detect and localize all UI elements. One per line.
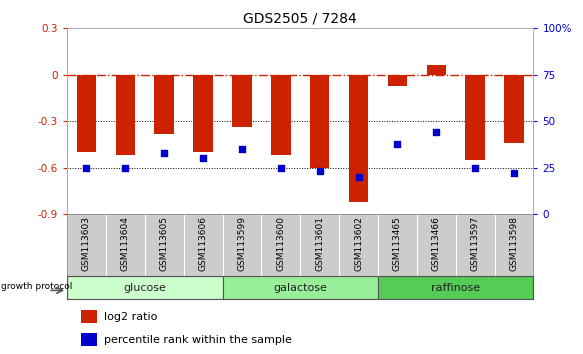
- Text: GSM113604: GSM113604: [121, 216, 130, 271]
- Text: GSM113601: GSM113601: [315, 216, 324, 271]
- Text: GSM113598: GSM113598: [510, 216, 518, 271]
- Bar: [378, 276, 533, 299]
- Bar: [271, 75, 290, 155]
- Text: GSM113602: GSM113602: [354, 216, 363, 271]
- Text: growth protocol: growth protocol: [1, 282, 73, 291]
- Bar: [67, 276, 223, 299]
- Point: [198, 156, 208, 161]
- Text: galactose: galactose: [273, 282, 327, 293]
- Text: GSM113606: GSM113606: [199, 216, 208, 271]
- Point: [510, 171, 519, 176]
- Text: GSM113600: GSM113600: [276, 216, 285, 271]
- Point: [237, 146, 247, 152]
- Bar: [81, 333, 97, 346]
- Text: glucose: glucose: [124, 282, 166, 293]
- Bar: [223, 276, 378, 299]
- Title: GDS2505 / 7284: GDS2505 / 7284: [243, 12, 357, 26]
- Bar: [81, 310, 97, 323]
- Bar: [115, 75, 135, 155]
- Point: [354, 174, 363, 180]
- Point: [431, 130, 441, 135]
- Bar: [77, 75, 96, 152]
- Bar: [194, 75, 213, 152]
- Text: GSM113605: GSM113605: [160, 216, 168, 271]
- Bar: [388, 75, 407, 86]
- Bar: [504, 75, 524, 143]
- Bar: [465, 75, 485, 160]
- Text: GSM113599: GSM113599: [237, 216, 247, 271]
- Point: [160, 150, 169, 156]
- Point: [315, 169, 324, 174]
- Point: [393, 141, 402, 147]
- Point: [82, 165, 91, 171]
- Text: log2 ratio: log2 ratio: [104, 312, 158, 322]
- Bar: [427, 65, 446, 75]
- Text: GSM113603: GSM113603: [82, 216, 91, 271]
- Text: raffinose: raffinose: [431, 282, 480, 293]
- Text: GSM113465: GSM113465: [393, 216, 402, 271]
- Point: [121, 165, 130, 171]
- Point: [276, 165, 286, 171]
- Text: percentile rank within the sample: percentile rank within the sample: [104, 335, 292, 345]
- Bar: [310, 75, 329, 168]
- Bar: [349, 75, 368, 202]
- Text: GSM113597: GSM113597: [470, 216, 480, 271]
- Point: [470, 165, 480, 171]
- Text: GSM113466: GSM113466: [432, 216, 441, 271]
- Bar: [232, 75, 252, 127]
- Bar: [154, 75, 174, 134]
